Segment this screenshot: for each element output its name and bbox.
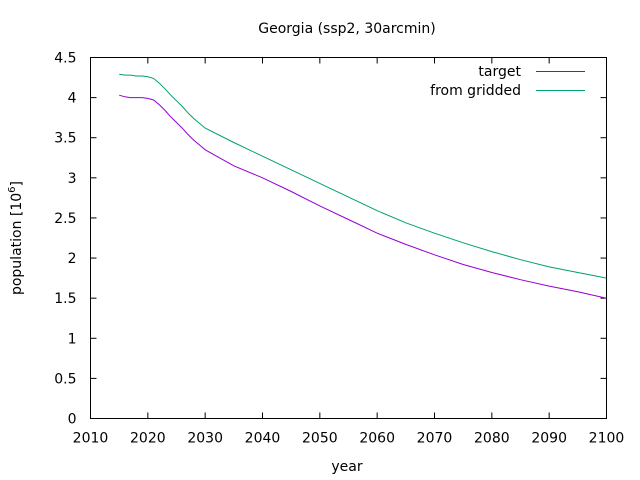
y-axis: 0 0.5 1 1.5 2 2.5 3 3.5 4 4.5	[54, 51, 607, 428]
y-axis-label-text: population [10	[9, 193, 25, 295]
x-tick-label: 2010	[73, 431, 109, 447]
y-tick-label: 3.5	[54, 131, 76, 147]
y-axis-label-exponent: 6	[7, 186, 18, 192]
y-tick-label: 2.5	[54, 211, 76, 227]
x-tick-label: 2040	[245, 431, 281, 447]
y-tick-label: 0.5	[54, 371, 76, 387]
legend-label-target: target	[478, 64, 521, 80]
x-tick-label: 2030	[187, 431, 223, 447]
x-tick-label: 2080	[474, 431, 510, 447]
x-tick-label: 2020	[130, 431, 166, 447]
x-tick-label: 2060	[359, 431, 395, 447]
series-layer	[119, 73, 607, 299]
y-tick-label: 1.5	[54, 291, 76, 307]
x-tick-label: 2100	[589, 431, 625, 447]
legend: target from gridded	[430, 64, 585, 99]
y-tick-label: 2	[68, 251, 77, 267]
y-tick-label: 4	[68, 91, 77, 107]
y-tick-label: 3	[68, 171, 77, 187]
x-axis-label: year	[331, 459, 362, 475]
series-line-target	[119, 94, 607, 299]
legend-label-from-gridded: from gridded	[430, 83, 521, 99]
y-axis-label-close: ]	[9, 181, 25, 186]
y-tick-label: 4.5	[54, 51, 76, 67]
x-tick-label: 2050	[302, 431, 338, 447]
chart-title: Georgia (ssp2, 30arcmin)	[258, 21, 436, 37]
x-axis: 2010 2020 2030 2040 2050 2060 2070 2080 2090 2100	[73, 57, 625, 447]
y-tick-label: 1	[68, 331, 77, 347]
series-line-from-gridded	[119, 73, 607, 279]
x-tick-label: 2070	[417, 431, 453, 447]
x-tick-label: 2090	[531, 431, 567, 447]
y-tick-label: 0	[68, 412, 77, 428]
plot-frame	[90, 57, 607, 419]
y-axis-label: population [106]	[7, 181, 25, 295]
